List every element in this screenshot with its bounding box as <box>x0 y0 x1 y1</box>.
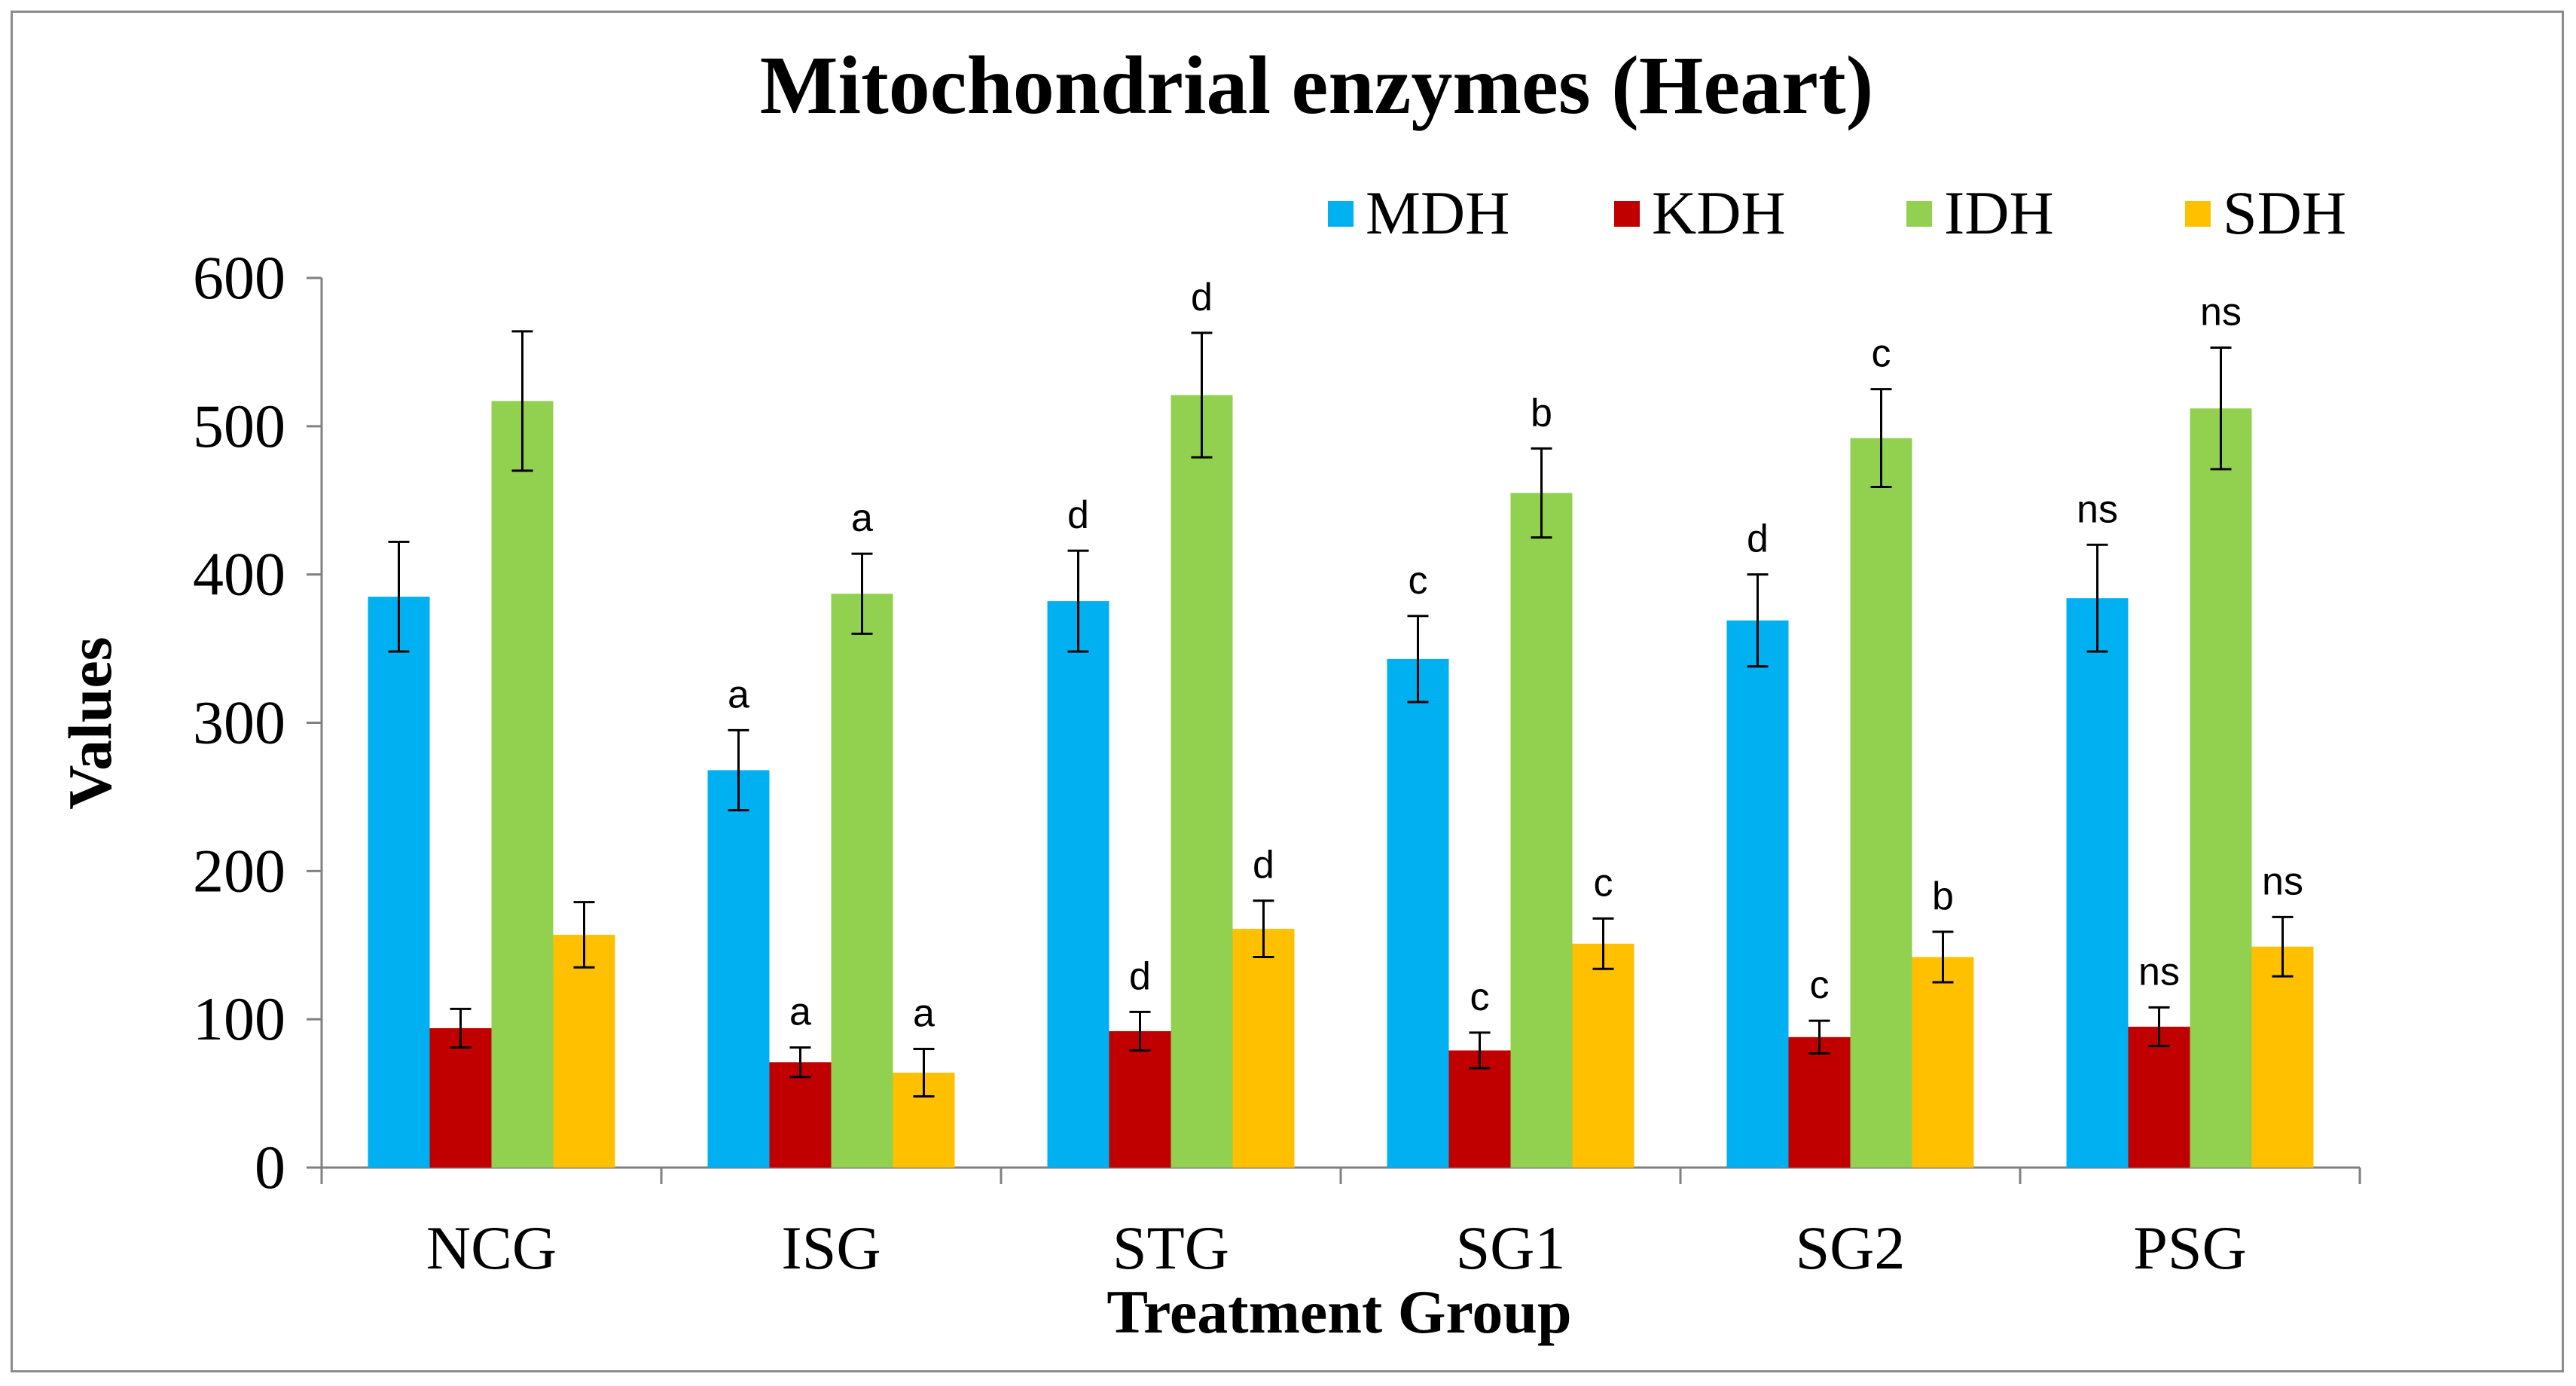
chart-frame: Mitochondrial enzymes (Heart) MDH KDH IDH S… <box>11 11 2564 1372</box>
y-tick-label: 600 <box>193 243 285 312</box>
bar-mdh-isg <box>707 770 770 1168</box>
legend-label-mdh: MDH <box>1366 179 1509 247</box>
significance-label: a <box>913 992 935 1036</box>
significance-label: ns <box>2200 291 2242 334</box>
significance-label: ns <box>2138 950 2180 994</box>
significance-label: d <box>1191 276 1213 319</box>
y-tick-label: 100 <box>193 985 285 1053</box>
x-tick-label: NCG <box>426 1214 557 1282</box>
bar-kdh-isg <box>769 1062 832 1168</box>
significance-label: d <box>1067 493 1089 537</box>
significance-label: c <box>1594 861 1613 905</box>
significance-label: c <box>1470 975 1490 1019</box>
x-tick-label: SG2 <box>1796 1214 1906 1282</box>
error-bars <box>388 330 2294 1098</box>
legend-label-sdh: SDH <box>2223 179 2346 247</box>
bar-kdh-sg1 <box>1448 1050 1511 1168</box>
legend-label-idh: IDH <box>1944 179 2054 247</box>
bar-sdh-psg <box>2251 946 2314 1168</box>
y-tick-label: 200 <box>193 836 285 905</box>
y-tick-label: 300 <box>193 688 285 757</box>
legend-swatch-sdh <box>2185 201 2211 227</box>
legend: MDH KDH IDH SDH <box>1328 179 2346 247</box>
significance-labels: a a a a d d d d c c b c d c c b ns ns ns ns <box>728 276 2303 1036</box>
x-tick-label: ISG <box>781 1214 881 1282</box>
chart-title: Mitochondrial enzymes (Heart) <box>760 39 1874 131</box>
y-axis-label: Values <box>56 637 124 809</box>
bar-kdh-stg <box>1109 1030 1171 1168</box>
bar-kdh-ncg <box>429 1027 492 1168</box>
bars <box>368 395 2314 1168</box>
bar-kdh-sg2 <box>1788 1036 1851 1168</box>
legend-swatch-idh <box>1906 201 1932 227</box>
y-tick-label: 400 <box>193 540 285 609</box>
significance-label: c <box>1872 332 1891 376</box>
significance-label: a <box>728 673 749 716</box>
bar-sdh-sg2 <box>1912 957 1974 1168</box>
significance-label: b <box>1531 391 1552 435</box>
legend-swatch-kdh <box>1614 201 1640 227</box>
significance-label: c <box>1409 559 1428 603</box>
significance-label: d <box>1747 517 1769 561</box>
bar-idh-isg <box>831 594 893 1168</box>
chart: Mitochondrial enzymes (Heart) MDH KDH IDH S… <box>56 39 2361 1346</box>
bar-sdh-stg <box>1232 929 1295 1168</box>
significance-label: ns <box>2077 487 2118 531</box>
axes: 0 100 200 300 400 500 600 NCG ISG STG SG1 SG2 PSG <box>193 243 2361 1282</box>
bar-idh-stg <box>1170 395 1233 1168</box>
legend-swatch-mdh <box>1328 201 1354 227</box>
bar-mdh-ncg <box>368 597 430 1168</box>
x-tick-label: SG1 <box>1456 1214 1566 1282</box>
bar-mdh-sg1 <box>1387 658 1449 1168</box>
significance-label: c <box>1810 963 1830 1007</box>
x-tick-label: PSG <box>2133 1214 2246 1282</box>
significance-label: ns <box>2262 859 2303 903</box>
bar-kdh-psg <box>2128 1027 2190 1168</box>
x-tick-label: STG <box>1113 1214 1229 1282</box>
y-tick-label: 500 <box>193 392 285 460</box>
significance-label: a <box>789 991 811 1034</box>
y-tick-label: 0 <box>255 1133 285 1201</box>
significance-label: d <box>1129 954 1151 998</box>
x-axis-label: Treatment Group <box>1106 1278 1571 1346</box>
significance-label: d <box>1253 844 1274 887</box>
bar-mdh-sg2 <box>1726 620 1789 1168</box>
bar-sdh-sg1 <box>1572 943 1634 1168</box>
bar-idh-ncg <box>491 401 554 1168</box>
significance-label: b <box>1932 875 1954 918</box>
bar-idh-psg <box>2190 408 2252 1168</box>
legend-label-kdh: KDH <box>1652 179 1786 247</box>
bar-idh-sg1 <box>1510 493 1573 1168</box>
bar-idh-sg2 <box>1850 438 1912 1168</box>
bar-mdh-stg <box>1047 601 1109 1168</box>
bar-sdh-ncg <box>553 934 615 1168</box>
bar-mdh-psg <box>2066 598 2129 1168</box>
significance-label: a <box>851 496 873 540</box>
